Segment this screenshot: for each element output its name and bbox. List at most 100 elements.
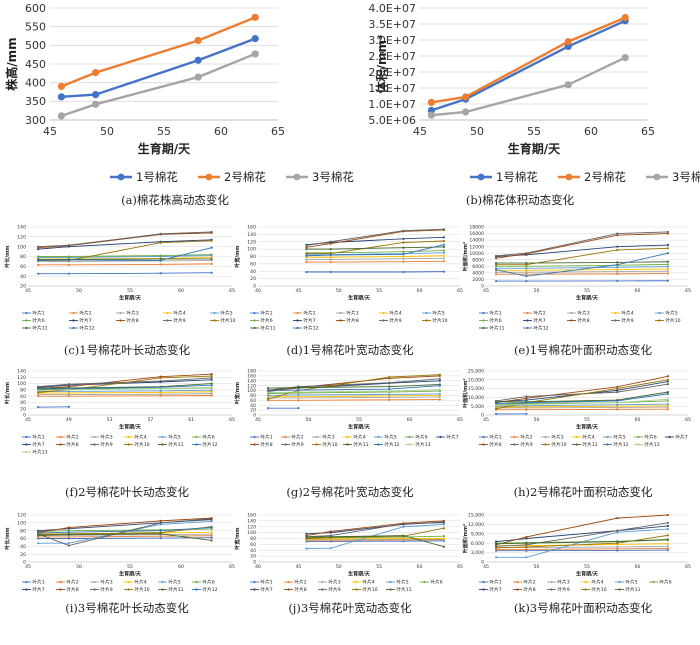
chart-f-legend-label: 叶片2 <box>67 434 79 441</box>
chart-j-legend-label: 叶片6 <box>431 579 443 586</box>
chart-i-series-1-point <box>159 537 162 540</box>
chart-f-xtick-label: 45 <box>25 417 31 423</box>
chart-i-legend-label: 叶片5 <box>169 579 181 586</box>
chart-k-xlabel: 生育期/天 <box>576 571 599 578</box>
chart-d-legend-marker <box>253 319 256 322</box>
chart-j-series-11-point <box>329 535 332 538</box>
chart-i-series-5-point <box>159 523 162 526</box>
chart-g-series-8-line <box>268 375 440 392</box>
chart-b-series-2-point <box>462 93 470 101</box>
chart-i-ytick-label: 80 <box>20 528 26 534</box>
chart-d-series-1-point <box>305 270 308 274</box>
chart-f-series-10-point <box>159 376 162 380</box>
chart-g-series-1-point <box>267 407 270 410</box>
chart-c-ytick-label: 100 <box>17 244 26 250</box>
chart-j-legend-label: 叶片11 <box>397 586 412 593</box>
chart-j-legend-marker <box>253 588 256 591</box>
chart-c-series-10-point <box>159 241 162 244</box>
chart-d-series-11-point <box>329 248 332 251</box>
chart-b-legend-marker <box>565 173 573 181</box>
chart-c-xtick-label: 55 <box>127 288 133 294</box>
chart-b-xtick-label: 60 <box>584 125 598 138</box>
chart-h-series-6-point <box>666 399 669 403</box>
chart-i-xtick-label: 50 <box>76 564 82 570</box>
chart-f-series-9-point <box>210 376 213 380</box>
chart-g-series-10-line <box>267 374 440 400</box>
chart-k-series-7-line <box>496 525 668 543</box>
chart-c-xtick-label: 65 <box>229 288 235 294</box>
chart-j-series-8-line <box>306 520 444 537</box>
chart-g-legend-marker <box>346 443 349 446</box>
chart-g-series-5-point <box>438 392 441 396</box>
chart-f-ytick-label: 40 <box>20 400 26 406</box>
chart-i-legend-marker <box>93 580 96 584</box>
chart-h-series-9-line <box>496 383 668 402</box>
chart-j-series-10-point <box>442 527 445 530</box>
chart-k-series-1-point <box>666 548 669 552</box>
chart-j-ytick-label: 60 <box>250 542 256 548</box>
chart-h-legend-label: 叶片5 <box>614 434 626 441</box>
chart-j-legend-marker <box>423 580 426 584</box>
chart-b-series-3-point <box>621 54 629 62</box>
chart-f-legend-label: 叶片9 <box>101 441 113 448</box>
chart-h-series-5-point <box>616 403 619 406</box>
chart-h-legend-label: 叶片12 <box>614 441 629 448</box>
chart-i-legend-label: 叶片11 <box>169 586 184 593</box>
chart-d-legend-label: 叶片7 <box>304 317 316 324</box>
chart-f-series-5-point <box>159 389 162 392</box>
chart-a-xlabel: 生育期/天 <box>138 141 191 156</box>
chart-k-series-11-point <box>525 542 528 545</box>
chart-f-legend-label: 叶片1 <box>33 434 45 441</box>
chart-b-ytick-label: 1.5E+07 <box>368 82 416 95</box>
chart-i-series-1-line <box>38 537 212 539</box>
chart-d-xtick-label: 65 <box>457 288 463 294</box>
chart-j-ytick-label: 20 <box>250 554 256 560</box>
chart-c-ytick-label: 80 <box>20 254 26 260</box>
chart-h-series-13-point <box>525 403 528 406</box>
chart-e-ytick-label: 10000 <box>469 251 484 257</box>
chart-g-ytick-label: 180 <box>247 369 256 375</box>
chart-h-xlabel: 生育期/天 <box>576 424 599 431</box>
chart-h-ytick-label: 10,000 <box>468 395 484 401</box>
chart-i-series-3-point <box>210 533 213 536</box>
chart-i-series-9-point <box>210 518 213 521</box>
chart-i-series-1-point <box>67 537 70 540</box>
chart-i-legend-label: 叶片2 <box>67 579 79 586</box>
chart-j-legend-label: 叶片3 <box>329 579 341 586</box>
chart-g-legend-label: 叶片12 <box>385 441 400 448</box>
chart-f-series-9-point <box>159 379 162 383</box>
chart-c-legend-marker <box>72 326 75 330</box>
chart-c-legend-marker <box>25 319 28 322</box>
chart-g-legend-label: 叶片5 <box>385 434 397 441</box>
chart-g-legend-marker <box>253 435 256 439</box>
chart-i-series-6-point <box>210 528 213 531</box>
chart-d-series-10-point <box>305 252 308 255</box>
chart-k-xtick-label: 65 <box>685 564 691 570</box>
chart-e-legend-marker <box>482 319 485 322</box>
chart-d-series-3-point <box>402 257 405 260</box>
chart-c-series-1-line <box>38 272 212 275</box>
chart-e: 0200040006000800010000120001400016000180… <box>462 225 691 357</box>
chart-g-legend-marker <box>377 435 380 439</box>
chart-c-series-2-point <box>67 263 70 266</box>
chart-e-series-2-point <box>666 272 669 275</box>
chart-d-ytick-label: 60 <box>250 261 256 267</box>
chart-k-ytick-label: 15,000 <box>468 513 484 519</box>
chart-g-series-5-point <box>297 393 300 397</box>
chart-a-series-2-point <box>251 13 259 21</box>
chart-k-ytick-label: 3,000 <box>471 550 484 556</box>
chart-g-series-13-line <box>268 389 440 393</box>
chart-h-xtick-label: 60 <box>635 417 641 423</box>
chart-d-series-3-point <box>442 257 445 260</box>
chart-e-series-1-point <box>525 279 528 283</box>
chart-i-legend-marker <box>161 580 164 584</box>
chart-e-series-12-point <box>616 263 619 266</box>
chart-f-series-1-point <box>67 405 70 408</box>
chart-g-xlabel: 生育期/天 <box>348 424 371 431</box>
chart-h-ytick-label: 15,000 <box>468 386 484 392</box>
chart-h-series-10-point <box>616 387 619 390</box>
chart-e-series-12-point <box>666 252 669 255</box>
chart-c-legend-marker <box>213 311 216 315</box>
chart-a-ytick-label: 550 <box>25 21 46 34</box>
